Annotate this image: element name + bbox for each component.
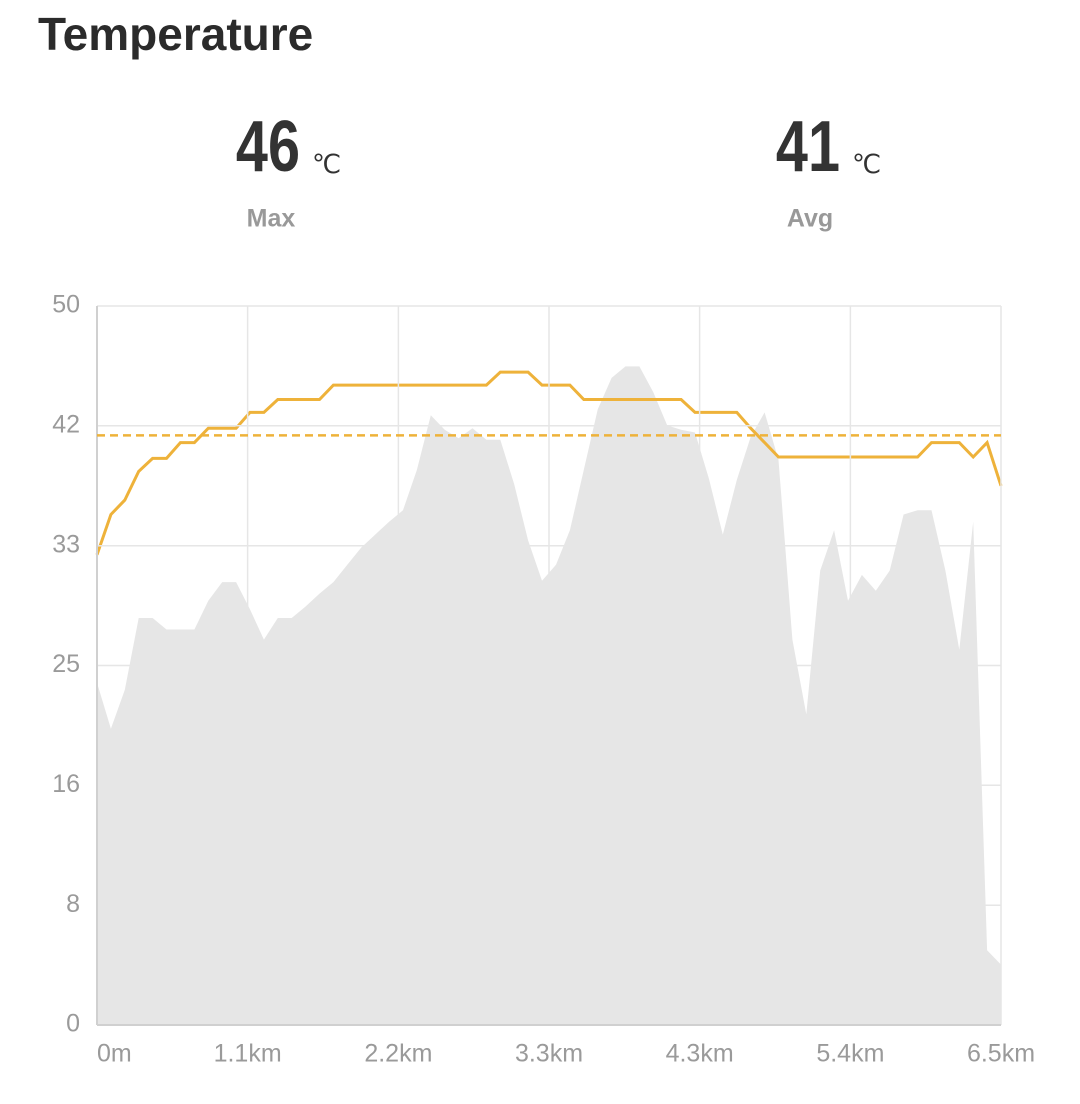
stat-unit: ℃ <box>852 149 881 179</box>
y-tick-label: 33 <box>52 530 80 558</box>
x-tick-label: 6.5km <box>967 1040 1035 1068</box>
stat-value: 41 <box>776 106 840 187</box>
page-title: Temperature <box>38 8 313 60</box>
x-tick-label: 1.1km <box>214 1040 282 1068</box>
y-tick-label: 25 <box>52 650 80 678</box>
stat-unit: ℃ <box>312 149 341 179</box>
stat-label: Max <box>247 205 296 233</box>
y-tick-label: 50 <box>52 291 80 319</box>
y-tick-label: 16 <box>52 770 80 798</box>
y-tick-label: 0 <box>66 1010 80 1038</box>
stat-label: Avg <box>787 205 833 233</box>
y-tick-label: 42 <box>52 410 80 438</box>
x-tick-label: 4.3km <box>666 1040 734 1068</box>
stat-value: 46 <box>236 106 300 187</box>
x-tick-label: 2.2km <box>364 1040 432 1068</box>
y-tick-label: 8 <box>66 890 80 918</box>
x-tick-label: 5.4km <box>816 1040 884 1068</box>
x-tick-label: 3.3km <box>515 1040 583 1068</box>
x-tick-label: 0m <box>97 1040 132 1068</box>
